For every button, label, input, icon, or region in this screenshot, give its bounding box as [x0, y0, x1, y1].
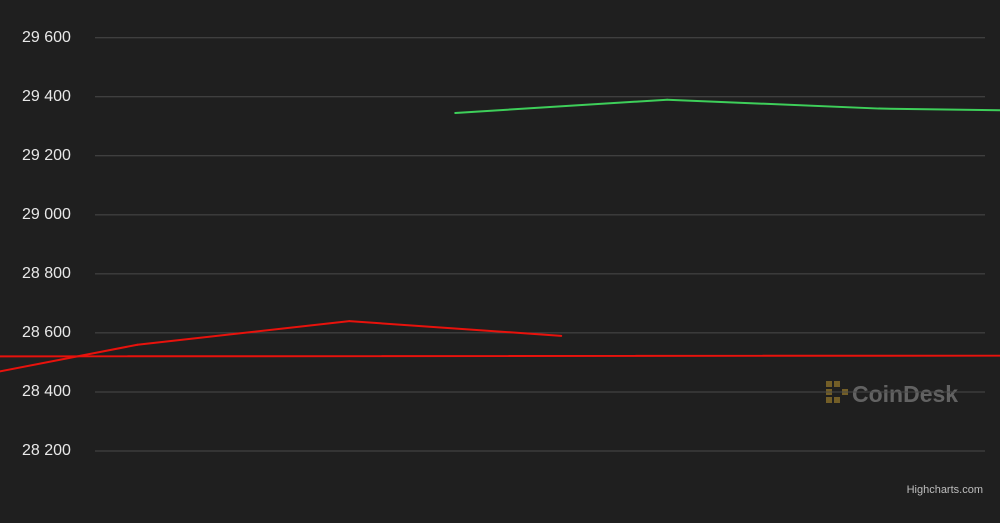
- logo-dot: [826, 397, 832, 403]
- y-tick-label: 28 600: [22, 324, 71, 341]
- logo-dot: [834, 397, 840, 403]
- line-segment: [136, 320, 351, 346]
- y-tick-label: 29 600: [22, 29, 71, 46]
- logo-dot: [834, 381, 840, 387]
- y-tick-label: 29 400: [22, 88, 71, 105]
- watermark-text: CoinDesk: [852, 381, 958, 407]
- line-segment: [348, 320, 563, 337]
- y-tick-label: 29 200: [22, 147, 71, 164]
- watermark: CoinDesk: [826, 381, 958, 407]
- line-segment: [0, 343, 139, 373]
- y-tick-label: 29 000: [22, 206, 71, 223]
- credit: Highcharts.com: [907, 484, 983, 496]
- price-line: [0, 98, 1000, 373]
- line-segment: [666, 98, 881, 110]
- y-tick-label: 28 400: [22, 383, 71, 400]
- logo-dot: [826, 381, 832, 387]
- y-tick-label: 28 200: [22, 442, 71, 459]
- line-segment: [454, 98, 669, 114]
- line-segment: [878, 107, 1000, 112]
- y-tick-label: 28 800: [22, 265, 71, 282]
